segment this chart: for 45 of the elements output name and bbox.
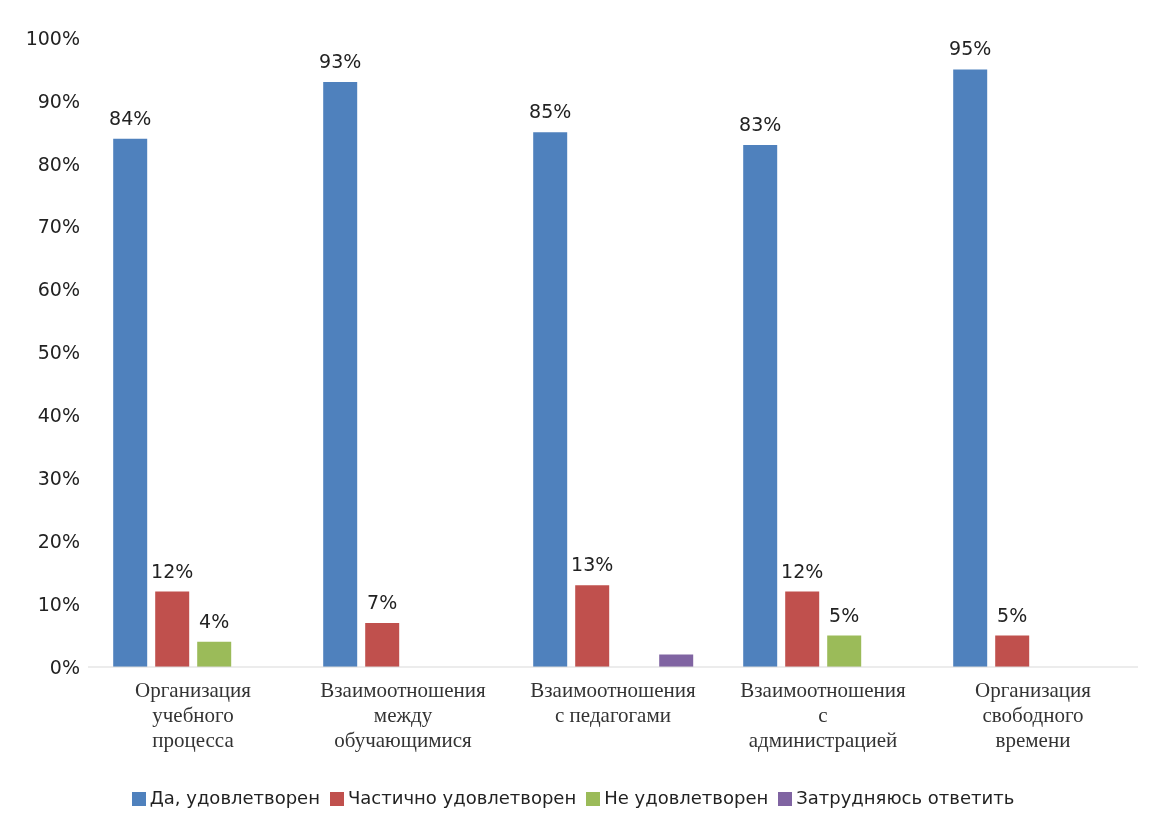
data-label: 4%	[199, 609, 230, 632]
bar	[995, 635, 1030, 667]
y-tick-label: 20%	[37, 529, 80, 552]
x-tick-label: Взаимоотношения с педагогами	[530, 678, 697, 727]
bar	[827, 635, 862, 667]
x-tick-label: Взаимоотношения с администрацией	[740, 678, 907, 752]
legend-label: Не удовлетворен	[604, 787, 769, 808]
legend-label: Затрудняюсь ответить	[796, 787, 1015, 808]
legend-label: Частично удовлетворен	[347, 787, 577, 808]
bar	[533, 132, 568, 667]
x-tick-label: Взаимоотношения между обучающимися	[320, 678, 487, 752]
y-tick-label: 60%	[37, 278, 80, 301]
bar	[575, 585, 610, 667]
bar	[743, 144, 778, 667]
y-tick-label: 70%	[37, 215, 80, 238]
bar	[323, 82, 358, 667]
data-label: 95%	[949, 37, 992, 60]
data-label: 85%	[529, 100, 572, 123]
data-label: 5%	[997, 603, 1028, 626]
bar	[659, 654, 694, 667]
data-label: 12%	[781, 559, 824, 582]
bar	[197, 641, 232, 667]
data-label: 83%	[739, 112, 782, 135]
bar	[113, 138, 148, 667]
data-label: 12%	[151, 559, 194, 582]
data-label: 84%	[109, 106, 152, 129]
data-label: 93%	[319, 50, 362, 73]
bar	[155, 591, 190, 667]
y-tick-label: 30%	[37, 467, 80, 490]
x-tick-label: Организация свободного времени	[975, 678, 1092, 752]
data-label: 13%	[571, 553, 614, 576]
legend-label: Да, удовлетворен	[149, 787, 320, 808]
y-tick-label: 10%	[37, 592, 80, 615]
bar	[365, 622, 400, 667]
bar	[953, 69, 988, 667]
bar	[785, 591, 820, 667]
data-label: 7%	[367, 590, 398, 613]
y-tick-label: 50%	[37, 341, 80, 364]
y-tick-label: 90%	[37, 89, 80, 112]
data-label: 5%	[829, 603, 860, 626]
y-tick-label: 80%	[37, 152, 80, 175]
y-tick-label: 40%	[37, 404, 80, 427]
y-tick-label: 100%	[25, 26, 80, 49]
x-tick-label: Организация учебного процесса	[135, 678, 252, 752]
y-tick-label: 0%	[49, 655, 80, 678]
